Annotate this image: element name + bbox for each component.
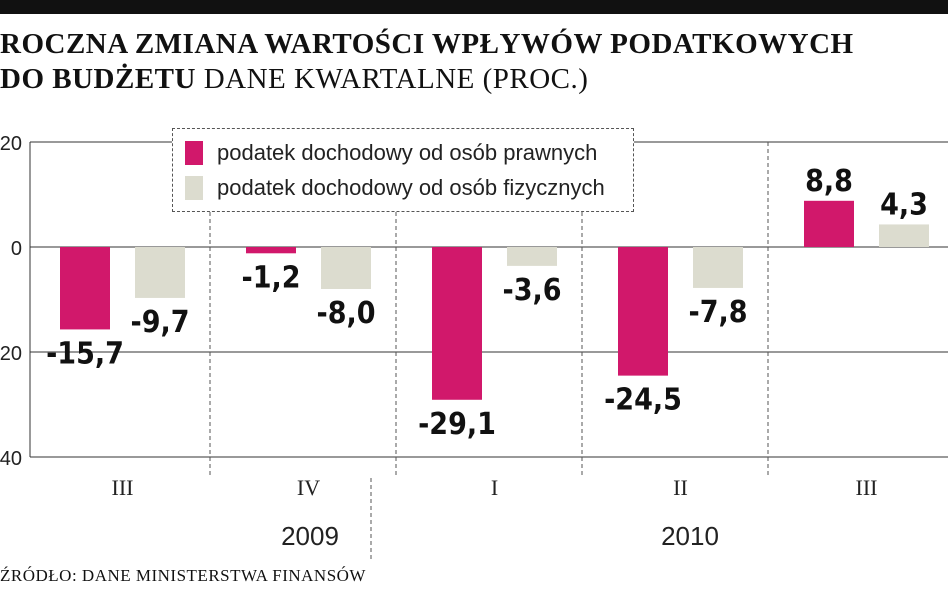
bar-prawnych: [60, 247, 110, 330]
bar-fizycznych: [321, 247, 371, 289]
y-tick-label: -40: [0, 448, 22, 470]
data-label: -9,7: [130, 305, 189, 340]
x-tick-label: III: [856, 475, 878, 500]
chart-title: ROCZNA ZMIANA WARTOŚCI WPŁYWÓW PODATKOWY…: [0, 28, 854, 61]
bar-fizycznych: [693, 247, 743, 288]
bar-fizycznych: [135, 247, 185, 298]
data-label: 8,8: [805, 164, 853, 199]
y-tick-label: -20: [0, 343, 22, 365]
y-tick-label: 0: [11, 238, 22, 260]
year-label: 2010: [661, 521, 719, 551]
x-tick-label: IV: [297, 475, 320, 500]
x-tick-label: I: [491, 475, 498, 500]
legend-swatch-prawnych: [185, 141, 203, 165]
bar-fizycznych: [879, 224, 929, 247]
bar-prawnych: [618, 247, 668, 376]
legend-label-prawnych: podatek dochodowy od osób prawnych: [217, 140, 598, 165]
bar-prawnych: [804, 200, 854, 247]
data-label: -8,0: [316, 296, 375, 331]
legend-label-fizycznych: podatek dochodowy od osób fizycznych: [217, 175, 605, 200]
data-label: -29,1: [418, 407, 496, 442]
legend: podatek dochodowy od osób prawnych podat…: [172, 128, 634, 212]
year-label: 2009: [281, 521, 339, 551]
chart-title-line-2: DO BUDŻETU DANE KWARTALNE (PROC.): [0, 63, 588, 96]
title-line-2: DO BUDŻETU: [0, 63, 196, 95]
source-text: ŹRÓDŁO: DANE MINISTERSTWA FINANSÓW: [0, 566, 366, 585]
bar-prawnych: [246, 247, 296, 254]
title-line-1: ROCZNA ZMIANA WARTOŚCI WPŁYWÓW PODATKOWY…: [0, 28, 854, 60]
x-tick-label: III: [112, 475, 134, 500]
legend-item-fizycznych: podatek dochodowy od osób fizycznych: [185, 173, 605, 203]
data-label: -15,7: [46, 336, 124, 371]
data-label: -1,2: [241, 260, 300, 295]
top-bar: [0, 0, 948, 14]
y-tick-label: 20: [0, 133, 22, 155]
x-tick-label: II: [673, 475, 688, 500]
legend-swatch-fizycznych: [185, 176, 203, 200]
data-label: -7,8: [688, 295, 747, 330]
data-label: -24,5: [604, 383, 682, 418]
data-label: 4,3: [880, 187, 928, 222]
bar-prawnych: [432, 247, 482, 400]
legend-item-prawnych: podatek dochodowy od osób prawnych: [185, 138, 597, 168]
bar-fizycznych: [507, 247, 557, 266]
source-note: ŹRÓDŁO: DANE MINISTERSTWA FINANSÓW: [0, 566, 366, 586]
chart-subtitle: DANE KWARTALNE (PROC.): [203, 63, 589, 95]
data-label: -3,6: [502, 273, 561, 308]
